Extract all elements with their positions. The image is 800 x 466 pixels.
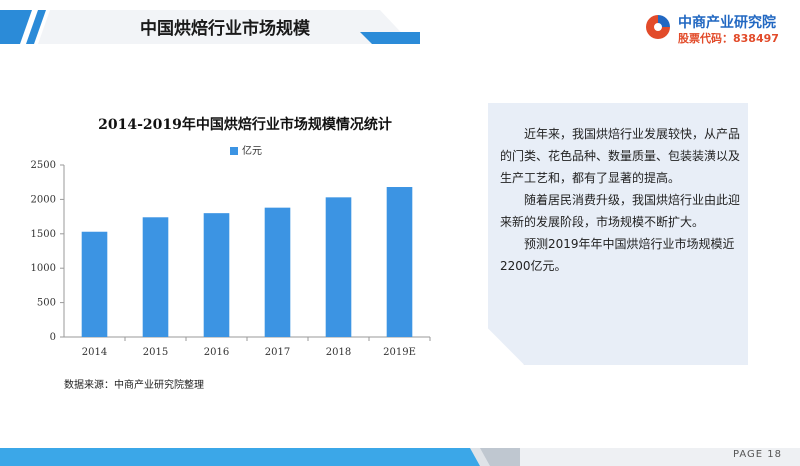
logo-mark-icon xyxy=(646,15,670,39)
x-tick-label: 2017 xyxy=(265,347,290,358)
y-tick-label: 2500 xyxy=(31,160,56,171)
panel-paragraph-1: 近年来，我国烘焙行业发展较快，从产品的门类、花色品种、数量质量、包装装潢以及生产… xyxy=(500,127,741,185)
y-tick-label: 0 xyxy=(50,332,56,343)
description-panel: 近年来，我国烘焙行业发展较快，从产品的门类、花色品种、数量质量、包装装潢以及生产… xyxy=(488,103,748,365)
y-tick-label: 500 xyxy=(37,298,56,309)
page-number: PAGE 18 xyxy=(732,449,782,460)
legend-swatch xyxy=(230,147,238,155)
x-tick-label: 2016 xyxy=(204,347,229,358)
bar-2019E xyxy=(386,187,413,337)
y-tick-label: 1000 xyxy=(31,263,56,274)
bar-2016 xyxy=(203,213,230,337)
x-tick-label: 2014 xyxy=(82,347,107,358)
logo-stock-code: 股票代码：838497 xyxy=(678,32,779,45)
data-source-note: 数据来源：中商产业研究院整理 xyxy=(64,380,204,391)
header-band xyxy=(0,10,420,44)
panel-paragraph-3: 预测2019年年中国烘焙行业市场规模近2200亿元。 xyxy=(500,237,735,273)
x-tick-label: 2015 xyxy=(143,347,168,358)
bar-2015 xyxy=(142,217,169,337)
x-tick-label: 2019E xyxy=(383,347,416,358)
bar-2018 xyxy=(325,197,352,337)
x-tick-label: 2018 xyxy=(326,347,351,358)
footer-band xyxy=(0,448,800,466)
chart-title: 2014-2019年中国烘焙行业市场规模情况统计 xyxy=(98,117,392,133)
company-logo: 中商产业研究院 股票代码：838497 xyxy=(643,10,793,50)
bar-2014 xyxy=(81,231,108,337)
page-title: 中国烘焙行业市场规模 xyxy=(140,19,310,39)
legend-label: 亿元 xyxy=(242,146,262,157)
y-tick-label: 1500 xyxy=(31,229,56,240)
panel-paragraph-2: 随着居民消费升级，我国烘焙行业由此迎来新的发展阶段，市场规模不断扩大。 xyxy=(500,193,741,229)
y-tick-label: 2000 xyxy=(31,194,56,205)
logo-company-name: 中商产业研究院 xyxy=(678,15,776,31)
bar-2017 xyxy=(264,207,291,337)
chart-legend: 亿元 xyxy=(230,142,262,157)
